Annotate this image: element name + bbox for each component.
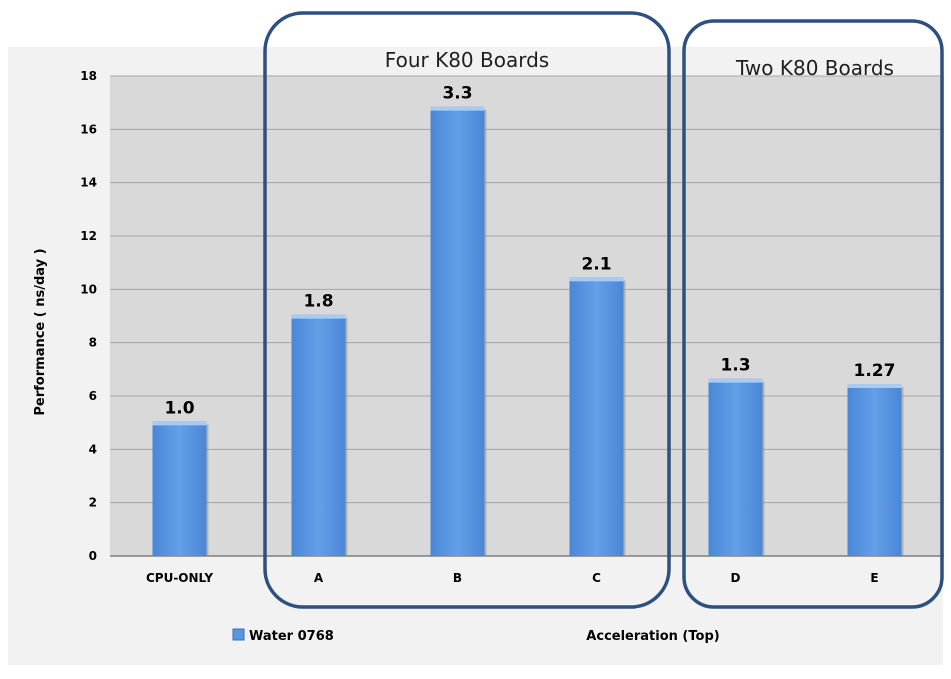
bar: [569, 277, 626, 556]
y-tick-label: 12: [80, 229, 97, 243]
gridlines: [110, 75, 944, 557]
group-four-k80-label: Four K80 Boards: [385, 48, 549, 72]
group-four-k80-outline: [263, 11, 671, 609]
data-label: 3.3: [442, 84, 472, 104]
data-label: 1.8: [303, 292, 333, 312]
bars: [152, 106, 904, 557]
x-tick-label: D: [731, 571, 741, 585]
group-four-k80: Four K80 Boards: [263, 11, 671, 609]
bar-cap: [569, 277, 624, 282]
y-tick-labels: 0 2 4 6 8 10 12 14 16 18: [80, 69, 97, 563]
data-label: 1.3: [720, 356, 750, 376]
bar: [847, 384, 904, 556]
bar-body: [708, 378, 763, 556]
y-axis-title: Performance ( ns/day ): [33, 248, 48, 415]
bar: [708, 378, 765, 556]
bar-cap: [708, 378, 763, 383]
bar: [291, 314, 348, 556]
bar: [152, 421, 209, 556]
group-two-k80-label: Two K80 Boards: [735, 56, 894, 80]
bar-cap: [430, 106, 485, 111]
legend-series-label: Water 0768: [249, 629, 334, 644]
y-tick-label: 10: [80, 282, 97, 296]
bar-body: [847, 384, 902, 556]
plot-area: [110, 76, 944, 556]
y-tick-label: 0: [89, 549, 97, 563]
y-tick-label: 2: [89, 496, 97, 510]
x-tick-label: A: [314, 571, 324, 585]
y-tick-label: 8: [89, 336, 97, 350]
y-tick-label: 6: [89, 389, 97, 403]
bar-cap: [152, 421, 207, 426]
x-tick-label: CPU-ONLY: [146, 571, 213, 585]
data-label: 1.27: [854, 361, 896, 381]
data-label: 2.1: [581, 254, 611, 274]
bar-body: [152, 421, 207, 556]
bar-cap: [291, 314, 346, 319]
x-tick-label: B: [453, 571, 462, 585]
bar-body: [291, 314, 346, 556]
x-tick-labels: CPU-ONLY A B C D E: [146, 571, 879, 585]
bar-body: [430, 106, 485, 557]
bar-body: [569, 277, 624, 556]
y-tick-label: 16: [80, 122, 97, 136]
group-two-k80-outline: [682, 19, 944, 609]
legend: Water 0768: [232, 628, 334, 644]
data-label: 1.0: [164, 398, 194, 418]
bar: [430, 106, 487, 557]
y-tick-label: 18: [80, 69, 97, 83]
group-two-k80: Two K80 Boards: [682, 19, 944, 609]
bar-cap: [847, 384, 902, 388]
x-tick-label: C: [592, 571, 601, 585]
data-labels: 1.0 1.8 3.3 2.1 1.3 1.27: [164, 84, 895, 419]
x-axis-title: Acceleration (Top): [586, 629, 719, 644]
y-tick-label: 4: [89, 442, 97, 456]
y-tick-label: 14: [80, 176, 97, 190]
legend-swatch: [232, 628, 245, 641]
x-tick-label: E: [870, 571, 878, 585]
